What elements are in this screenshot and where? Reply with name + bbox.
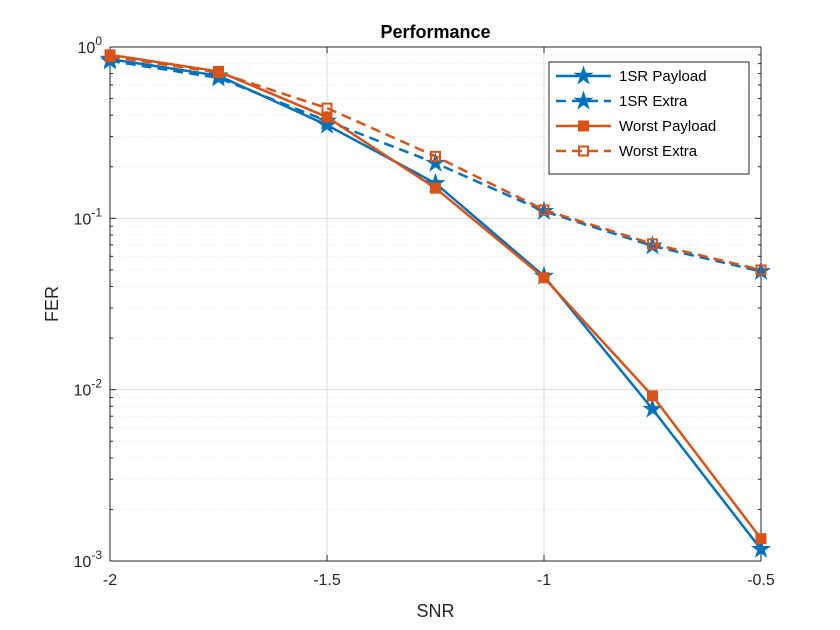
data-point: [538, 272, 550, 284]
data-point: [755, 264, 767, 276]
legend: 1SR Payload 1SR Extra Worst Payload Worst E…: [548, 61, 750, 175]
series-line-worst-extra: [109, 55, 762, 272]
legend-entry-1sr-payload: 1SR Payload: [556, 65, 707, 85]
data-point: [321, 102, 333, 114]
legend-entry-worst-extra: Worst Extra: [556, 143, 698, 160]
legend-label: Worst Extra: [619, 143, 698, 160]
axes-box: [109, 46, 762, 562]
chart-title: Performance: [380, 22, 490, 42]
data-point: [642, 398, 663, 418]
legend-marker: [573, 65, 594, 85]
legend-entry-1sr-extra: 1SR Extra: [556, 90, 688, 110]
data-point: [213, 66, 224, 78]
data-point: [425, 152, 446, 172]
y-tick-label: 10-2: [74, 377, 103, 400]
legend-label: 1SR Extra: [619, 93, 688, 110]
data-point: [647, 238, 658, 250]
legend-entry-worst-payload: Worst Payload: [556, 118, 716, 135]
series-worst-extra: [104, 51, 767, 276]
x-tick-label: -2: [103, 572, 117, 589]
data-point: [430, 182, 441, 194]
x-tick-label: -1: [537, 572, 551, 589]
series-worst-payload: [104, 49, 767, 545]
legend-marker: [573, 90, 594, 110]
data-point: [750, 538, 772, 558]
y-axis-title: FER: [42, 286, 62, 322]
legend-marker: [578, 145, 589, 157]
legend-label: 1SR Payload: [619, 68, 707, 85]
legend-marker: [578, 120, 589, 132]
legend-label: Worst Payload: [619, 118, 716, 135]
data-point: [538, 204, 550, 216]
series-group: [99, 48, 772, 558]
data-point: [755, 533, 767, 545]
data-point: [430, 150, 441, 162]
ticks: -2 -1.5 -1 -0.5 100 10-1 10-2 10-3: [74, 34, 775, 589]
x-tick-label: -0.5: [747, 572, 775, 589]
x-axis-title: SNR: [416, 601, 454, 621]
data-point: [647, 390, 658, 402]
y-tick-label: 10-3: [74, 548, 103, 571]
data-point: [104, 51, 116, 63]
y-tick-label: 10-1: [74, 205, 103, 228]
y-tick-label: 100: [78, 34, 103, 57]
x-tick-label: -1.5: [313, 572, 341, 589]
